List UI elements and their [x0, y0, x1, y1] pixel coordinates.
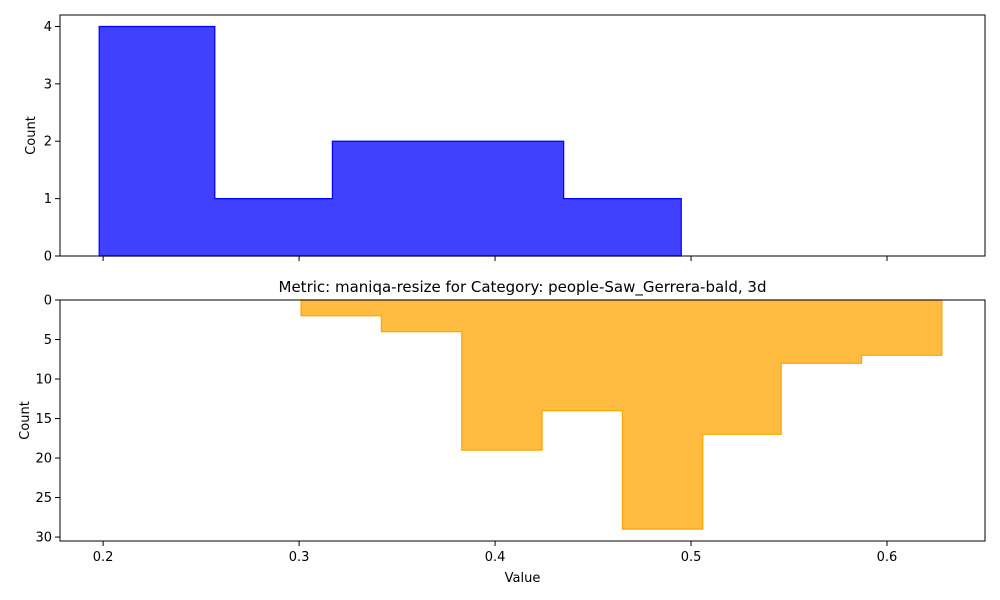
bottom-y-axis-label: Count [18, 401, 33, 440]
bottom-histogram-ticks: 0 5 10 15 20 25 30 0.2 0.3 0.4 0.5 0.6 [35, 294, 897, 566]
x-tick-label: 0.5 [681, 550, 702, 565]
y-tick-label: 15 [35, 412, 52, 427]
y-tick-label: 20 [35, 452, 52, 467]
x-tick-label: 0.3 [289, 550, 310, 565]
top-histogram-marks [98, 25, 682, 257]
histogram-step-area [300, 299, 943, 530]
y-tick-label: 30 [35, 531, 52, 546]
y-tick-label: 1 [44, 192, 52, 207]
y-tick-label: 3 [44, 77, 52, 92]
x-tick-label: 0.6 [877, 550, 898, 565]
x-tick-label: 0.4 [485, 550, 506, 565]
y-tick-label: 5 [44, 333, 52, 348]
top-histogram-panel: 0 1 2 3 4 Count [24, 14, 986, 265]
y-tick-label: 25 [35, 491, 52, 506]
top-plot-frame [59, 14, 986, 257]
bottom-x-axis-label: Value [505, 571, 541, 586]
y-tick-label: 10 [35, 373, 52, 388]
top-y-axis-label: Count [24, 116, 39, 155]
bottom-plot-frame [59, 299, 986, 542]
bottom-histogram-marks [300, 299, 943, 530]
histogram-step-area [98, 25, 682, 257]
bottom-chart-title: Metric: maniqa-resize for Category: peop… [279, 278, 767, 297]
y-tick-label: 4 [44, 20, 52, 35]
top-histogram-ticks: 0 1 2 3 4 [44, 20, 888, 265]
x-tick-label: 0.2 [93, 550, 114, 565]
y-tick-label: 0 [44, 294, 52, 309]
y-tick-label: 2 [44, 135, 52, 150]
y-tick-label: 0 [44, 250, 52, 265]
